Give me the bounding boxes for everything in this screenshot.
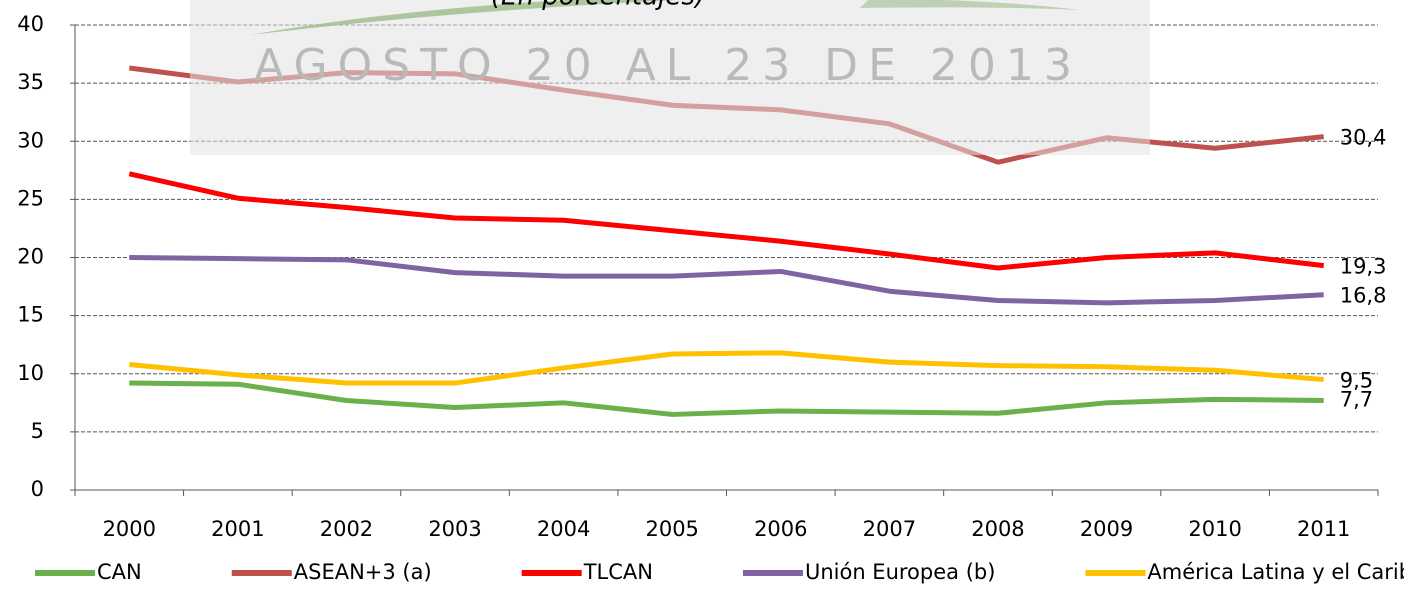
x-tick-label: 2007 (863, 517, 916, 541)
chart-subtitle: (En porcentajes) (491, 0, 705, 12)
y-tick-label: 5 (31, 419, 44, 443)
x-tick-label: 2003 (428, 517, 481, 541)
y-tick-label: 20 (17, 245, 44, 269)
x-tick-label: 2001 (211, 517, 264, 541)
legend-label: Unión Europea (b) (805, 560, 995, 584)
watermark: (En porcentajes) AGOSTO 20 AL 23 DE 2013 (190, 0, 1150, 155)
legend-label: América Latina y el Caribe (1147, 560, 1404, 584)
legend-label: CAN (97, 560, 142, 584)
x-tick-label: 2009 (1080, 517, 1133, 541)
x-tick-label: 2005 (645, 517, 698, 541)
x-tick-label: 2006 (754, 517, 807, 541)
x-tick-label: 2002 (320, 517, 373, 541)
x-tick-label: 2000 (103, 517, 156, 541)
y-tick-label: 25 (17, 186, 44, 210)
x-tick-label: 2011 (1297, 517, 1350, 541)
y-tick-label: 30 (17, 128, 44, 152)
data-label: 30,4 (1340, 126, 1387, 150)
data-label: 19,3 (1340, 255, 1387, 279)
legend-label: TLCAN (583, 560, 653, 584)
y-tick-label: 40 (17, 12, 44, 36)
data-label: 9,5 (1340, 369, 1373, 393)
series-line (129, 258, 1323, 303)
x-tick-label: 2010 (1188, 517, 1241, 541)
series-line (129, 383, 1323, 414)
series-line (129, 353, 1323, 383)
y-tick-label: 35 (17, 70, 44, 94)
annotation: AGOSTO 20 AL 23 DE 2013 (254, 40, 1082, 91)
data-label: 16,8 (1340, 284, 1387, 308)
series-line (129, 174, 1323, 268)
y-tick-label: 0 (31, 477, 44, 501)
chart: (En porcentajes) AGOSTO 20 AL 23 DE 2013… (0, 0, 1404, 613)
legend-label: ASEAN+3 (a) (294, 560, 432, 584)
y-tick-label: 10 (17, 361, 44, 385)
x-tick-label: 2008 (971, 517, 1024, 541)
y-tick-label: 15 (17, 303, 44, 327)
x-tick-label: 2004 (537, 517, 590, 541)
